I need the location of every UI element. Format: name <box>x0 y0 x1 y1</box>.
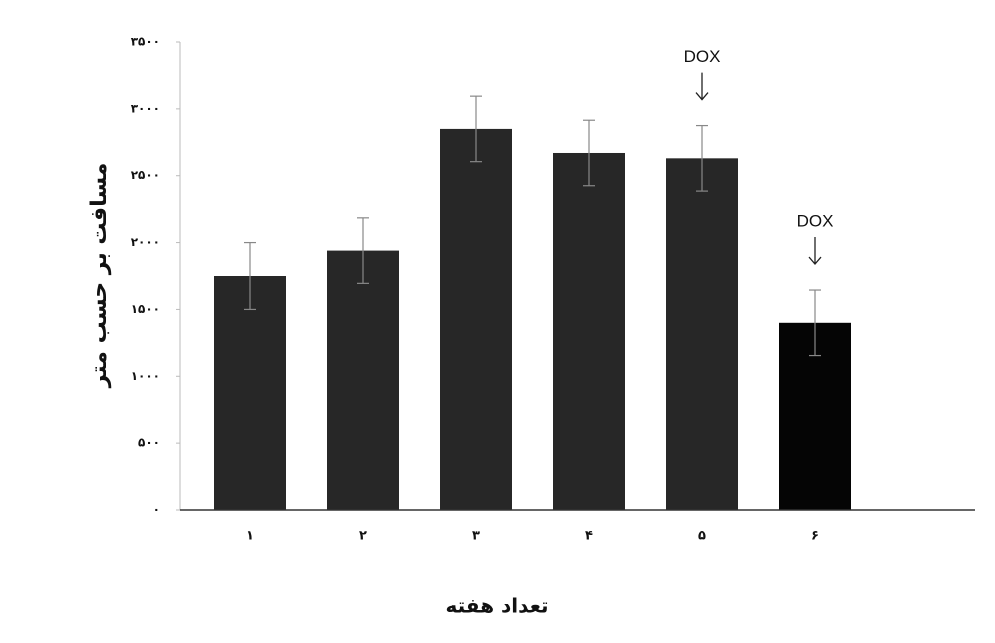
x-tick-label: ۴ <box>585 529 593 544</box>
annotation-arrow <box>695 72 709 101</box>
y-tick-label: ۳۵۰۰ <box>131 35 160 49</box>
x-tick-label: ۶ <box>811 529 819 544</box>
x-tick-label: ۵ <box>698 529 706 544</box>
bar <box>553 152 625 511</box>
y-tick-label: ۰ <box>153 503 160 517</box>
y-axis-label: مسافت بر حسب متر <box>87 163 112 389</box>
y-tick-label: ۲۰۰۰ <box>131 235 160 249</box>
x-tick-label: ۳ <box>472 529 480 544</box>
x-tick-label: ۱ <box>246 529 254 544</box>
bar <box>666 158 738 510</box>
y-tick-label: ۱۰۰۰ <box>131 369 160 383</box>
y-tick-label: ۱۵۰۰ <box>131 302 160 316</box>
y-tick-label: ۵۰۰ <box>138 436 160 450</box>
annotation: DOX <box>684 47 721 66</box>
annotation: DOX <box>797 212 834 231</box>
y-tick-label: ۲۵۰۰ <box>131 168 160 182</box>
bar <box>440 128 512 510</box>
annotation-arrow <box>808 237 822 266</box>
bar <box>214 276 286 510</box>
bar <box>327 250 399 510</box>
y-tick-label: ۳۰۰۰ <box>131 101 160 115</box>
x-tick-label: ۲ <box>359 529 367 544</box>
x-axis-label: تعداد هفته <box>446 594 549 618</box>
